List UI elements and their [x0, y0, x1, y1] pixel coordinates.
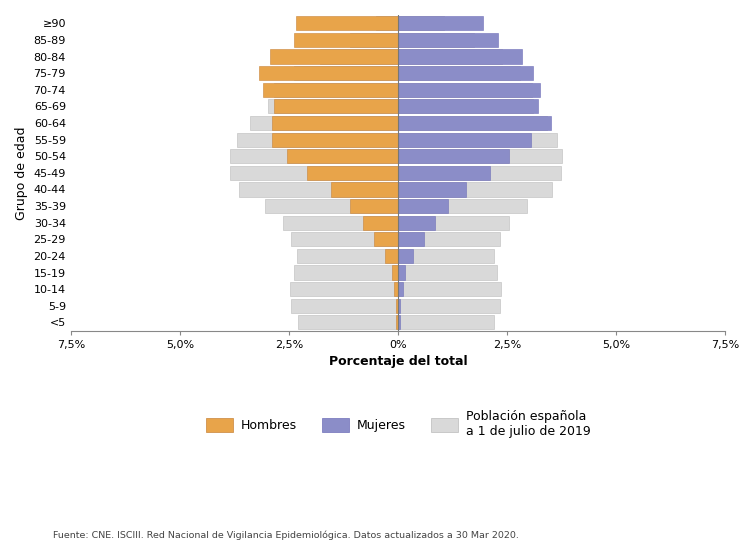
Bar [272, 116, 398, 130]
Bar [398, 265, 498, 280]
Bar [398, 50, 502, 64]
Bar [274, 83, 398, 97]
Bar [398, 265, 405, 280]
Bar [398, 183, 466, 197]
Bar [398, 166, 561, 180]
Bar [239, 183, 398, 197]
Bar [398, 116, 550, 130]
Bar [272, 132, 398, 147]
Bar [398, 282, 501, 296]
Bar [351, 33, 398, 47]
Bar [396, 316, 398, 329]
Bar [398, 16, 444, 31]
Bar [290, 282, 398, 296]
Bar [398, 149, 562, 164]
Bar [331, 183, 398, 197]
Bar [270, 50, 398, 64]
Bar [398, 199, 527, 213]
Bar [363, 216, 398, 230]
Bar [398, 149, 509, 164]
Bar [292, 232, 398, 246]
Bar [292, 299, 398, 313]
Bar [398, 249, 413, 263]
Bar [398, 50, 523, 64]
Y-axis label: Grupo de edad: Grupo de edad [15, 126, 28, 220]
Bar [398, 216, 435, 230]
Text: Fuente: CNE. ISCIII. Red Nacional de Vigilancia Epidemiológica. Datos actualizad: Fuente: CNE. ISCIII. Red Nacional de Vig… [53, 530, 519, 540]
Bar [237, 132, 398, 147]
Bar [398, 216, 509, 230]
Bar [398, 66, 520, 80]
Bar [398, 83, 532, 97]
Bar [398, 232, 425, 246]
Bar [283, 216, 398, 230]
Bar [398, 316, 400, 329]
X-axis label: Porcentaje del total: Porcentaje del total [329, 355, 467, 368]
Bar [398, 132, 557, 147]
Bar [265, 199, 398, 213]
Bar [391, 265, 398, 280]
Bar [293, 265, 398, 280]
Bar [398, 199, 449, 213]
Bar [293, 66, 398, 80]
Bar [396, 299, 398, 313]
Bar [398, 299, 400, 313]
Bar [398, 66, 533, 80]
Bar [398, 99, 533, 113]
Bar [398, 249, 495, 263]
Bar [398, 116, 547, 130]
Bar [298, 316, 398, 329]
Bar [268, 99, 398, 113]
Bar [250, 116, 398, 130]
Bar [394, 282, 398, 296]
Bar [374, 232, 398, 246]
Bar [398, 33, 498, 47]
Bar [376, 16, 398, 31]
Bar [398, 299, 500, 313]
Bar [297, 249, 398, 263]
Bar [287, 149, 398, 164]
Bar [307, 166, 398, 180]
Bar [293, 33, 398, 47]
Bar [320, 50, 398, 64]
Bar [398, 316, 494, 329]
Bar [398, 183, 551, 197]
Bar [351, 199, 398, 213]
Bar [263, 83, 398, 97]
Bar [231, 166, 398, 180]
Bar [398, 232, 500, 246]
Bar [398, 33, 474, 47]
Bar [398, 282, 403, 296]
Bar [296, 16, 398, 31]
Bar [259, 66, 398, 80]
Bar [398, 16, 483, 31]
Bar [274, 99, 398, 113]
Bar [398, 132, 531, 147]
Bar [385, 249, 398, 263]
Bar [398, 166, 489, 180]
Bar [231, 149, 398, 164]
Bar [398, 83, 540, 97]
Bar [398, 99, 538, 113]
Legend: Hombres, Mujeres, Población española
a 1 de julio de 2019: Hombres, Mujeres, Población española a 1… [206, 410, 590, 438]
